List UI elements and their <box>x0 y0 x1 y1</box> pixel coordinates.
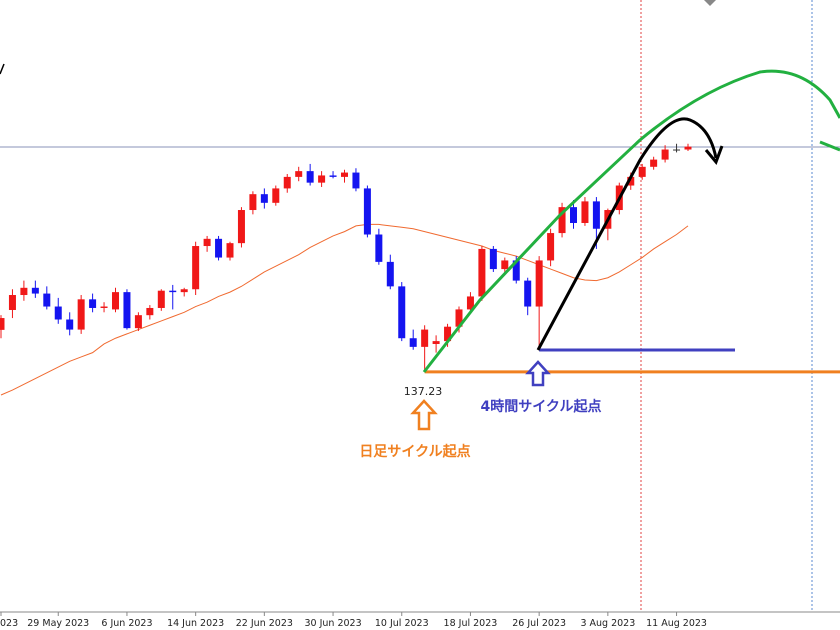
candle-body <box>524 280 532 307</box>
candle-body <box>8 295 16 310</box>
candle-body <box>77 299 85 330</box>
candle-body <box>260 194 268 203</box>
up-arrow <box>410 399 438 431</box>
candle-body <box>535 260 543 307</box>
candle-body <box>650 159 658 167</box>
candle-body <box>203 238 211 247</box>
up-arrow <box>525 360 551 387</box>
x-tick-label: 3 Aug 2023 <box>580 618 635 629</box>
price-label: 137.23 <box>404 385 443 398</box>
trend-arrow <box>536 117 718 351</box>
candle-body <box>432 341 440 344</box>
candle-body <box>226 243 234 258</box>
candle-body <box>54 306 62 320</box>
candle-body <box>20 287 28 296</box>
candle-body <box>295 171 303 177</box>
candle-body <box>146 307 154 316</box>
x-tick-label: 023 <box>0 618 18 629</box>
candle-body <box>169 290 177 293</box>
candle-body <box>638 166 646 177</box>
candle-body <box>375 234 383 262</box>
cycle-curve <box>422 69 840 373</box>
candle-body <box>673 149 681 151</box>
x-tick-label: 18 Jul 2023 <box>444 618 498 629</box>
candle-body <box>100 306 108 308</box>
candle-body <box>272 188 280 203</box>
candle-body <box>215 238 223 258</box>
candle-body <box>466 296 474 310</box>
candle-body <box>409 338 417 347</box>
annotation: 日足サイクル起点 <box>359 443 470 460</box>
x-tick-label: 6 Jun 2023 <box>101 618 152 629</box>
candle-body <box>31 287 39 294</box>
candle-body <box>157 290 165 308</box>
candle-body <box>501 260 509 270</box>
candle-body <box>661 149 669 160</box>
cycle-curve <box>819 140 840 152</box>
arrow-head <box>704 145 724 165</box>
candle-body <box>398 286 406 339</box>
candle-body <box>249 194 257 211</box>
x-tick-label: 14 Jun 2023 <box>167 618 224 629</box>
x-tick-label: 10 Jul 2023 <box>375 618 429 629</box>
candle-body <box>352 172 360 189</box>
candle-body <box>512 260 520 281</box>
candle-body <box>547 233 555 261</box>
candle-body <box>444 326 452 342</box>
annotation: 4時間サイクル起点 <box>480 398 601 415</box>
candle-body <box>134 315 142 329</box>
moving-average <box>0 223 689 396</box>
candle-body <box>592 201 600 229</box>
candle-body <box>489 248 497 270</box>
candle-body <box>558 207 566 234</box>
x-tick-label: 11 Aug 2023 <box>646 618 707 629</box>
x-tick-label: 30 Jun 2023 <box>304 618 361 629</box>
candle-body <box>89 299 97 308</box>
candle-body <box>386 261 394 287</box>
candle-body <box>66 319 74 330</box>
shift-marker <box>704 0 716 6</box>
candle-body <box>421 329 429 347</box>
candle-body <box>192 246 200 290</box>
candle-body <box>237 210 245 244</box>
candle-body <box>283 176 291 189</box>
x-tick-label: 26 Jul 2023 <box>512 618 566 629</box>
candle-body <box>329 175 337 177</box>
candle-body <box>0 318 5 330</box>
candle-body <box>455 309 463 327</box>
candle-body <box>306 171 314 183</box>
candle-body <box>478 248 486 297</box>
candle-body <box>581 201 589 223</box>
candle-body <box>43 293 51 307</box>
x-tick-label: 22 Jun 2023 <box>236 618 293 629</box>
candle-body <box>318 175 326 183</box>
candle-body <box>570 207 577 223</box>
candle-body <box>123 292 131 329</box>
candle-body <box>341 172 348 177</box>
candle-body <box>180 289 188 293</box>
candle-body <box>627 176 635 186</box>
candle-body <box>112 292 119 310</box>
x-tick-label: 29 May 2023 <box>27 618 89 629</box>
candle-body <box>363 188 371 235</box>
candle-body <box>684 146 692 150</box>
drawing-stroke <box>0 63 5 75</box>
